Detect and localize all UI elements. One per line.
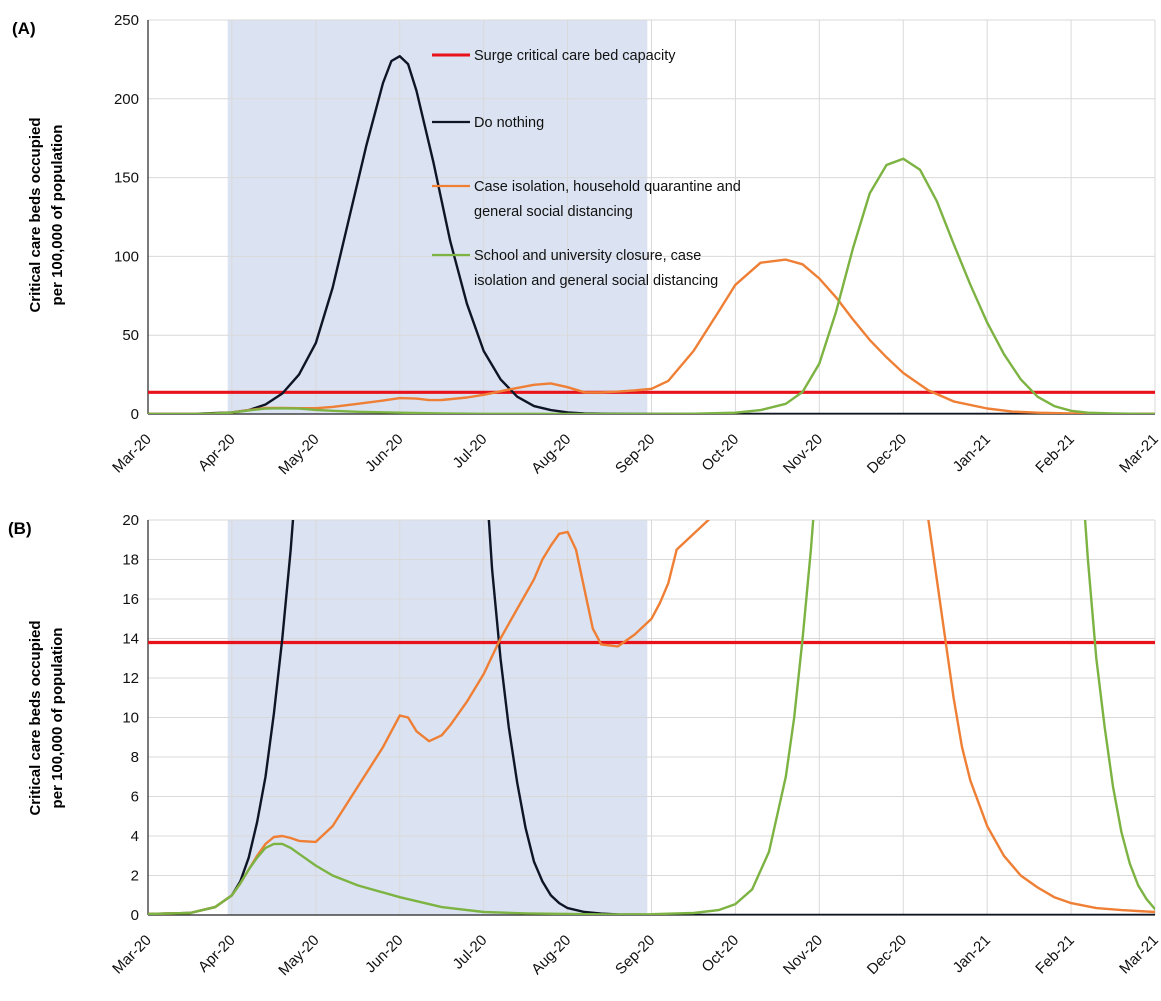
y-tick-label: 10 <box>122 710 139 727</box>
x-tick-label: Mar-21 <box>1116 431 1161 477</box>
x-tick-label: Jul-20 <box>450 932 491 973</box>
x-tick-label: Sep-20 <box>612 431 658 477</box>
legend-entry: Surge critical care bed capacity <box>474 48 676 64</box>
x-tick-label: Dec-20 <box>864 431 910 477</box>
y-tick-label: 100 <box>114 248 139 265</box>
y-tick-label: 12 <box>122 670 139 687</box>
y-tick-label: 4 <box>131 828 139 845</box>
y-tick-label: 20 <box>122 512 139 529</box>
y-tick-label: 14 <box>122 631 139 648</box>
x-tick-label: Mar-20 <box>109 932 155 978</box>
x-tick-label: Aug-20 <box>528 431 574 477</box>
legend-entry: School and university closure, case <box>474 248 701 264</box>
y-tick-label: 0 <box>131 907 139 924</box>
y-tick-label: 8 <box>131 749 139 766</box>
panel-label: (A) <box>12 19 36 38</box>
series-line-3 <box>148 258 1155 414</box>
x-tick-label: Mar-20 <box>109 431 155 477</box>
x-tick-label: Dec-20 <box>864 932 910 978</box>
legend-entry: general social distancing <box>474 204 633 220</box>
x-tick-label: Aug-20 <box>528 932 574 978</box>
x-tick-label: Feb-21 <box>1032 431 1078 477</box>
x-tick-label: Feb-21 <box>1032 932 1078 978</box>
series-line-4 <box>148 157 1155 414</box>
legend: Surge critical care bed capacity Do nothi… <box>432 48 741 289</box>
panel-b: 0 2 4 6 8 10 12 14 16 18 20 Mar-20 Apr-20 May-20 Jun-2… <box>8 512 1161 979</box>
y-tick-label: 16 <box>122 591 139 608</box>
panel-label: (B) <box>8 519 32 538</box>
legend-entry: isolation and general social distancing <box>474 273 718 289</box>
x-tick-label: May-20 <box>275 932 322 979</box>
x-tick-label: Sep-20 <box>612 932 658 978</box>
legend-entry: Do nothing <box>474 115 544 131</box>
series-line-2 <box>148 55 1155 414</box>
y-tick-label: 6 <box>131 789 139 806</box>
x-tick-label: Jun-20 <box>362 932 406 976</box>
x-tick-label: Apr-20 <box>195 431 239 475</box>
legend-entry: Case isolation, household quarantine and <box>474 179 741 195</box>
x-tick-label: Nov-20 <box>780 431 826 477</box>
x-tick-label: Jan-21 <box>950 932 994 976</box>
y-axis-label: Critical care beds occupied <box>27 117 44 312</box>
y-tick-label: 200 <box>114 91 139 108</box>
y-axis-label: per 100,000 of population <box>49 628 66 809</box>
x-tick-label: Jul-20 <box>450 431 491 472</box>
y-tick-label: 250 <box>114 12 139 29</box>
x-tick-label: Oct-20 <box>698 431 742 475</box>
shaded-intervention-period <box>227 20 648 414</box>
y-tick-label: 2 <box>131 868 139 885</box>
y-tick-label: 150 <box>114 170 139 187</box>
x-tick-label: Oct-20 <box>698 932 742 976</box>
x-tick-label: Apr-20 <box>195 932 239 976</box>
x-tick-label: May-20 <box>275 431 322 478</box>
y-tick-label: 18 <box>122 552 139 569</box>
series-group <box>148 55 1155 414</box>
y-axis-label: Critical care beds occupied <box>27 620 44 815</box>
y-axis-label: per 100,000 of population <box>49 125 66 306</box>
y-tick-label: 0 <box>131 406 139 423</box>
y-tick-label: 50 <box>122 327 139 344</box>
series-group <box>148 520 1155 915</box>
x-tick-label: Mar-21 <box>1116 932 1161 978</box>
series-line-3 <box>148 520 1155 915</box>
panel-a: 0 50 100 150 200 250 Mar-20 Apr-20 May-20 Jun-20 J… <box>12 12 1161 478</box>
x-tick-label: Jan-21 <box>950 431 994 475</box>
series-line-4 <box>148 520 1155 915</box>
x-tick-label: Nov-20 <box>780 932 826 978</box>
x-tick-label: Jun-20 <box>362 431 406 475</box>
